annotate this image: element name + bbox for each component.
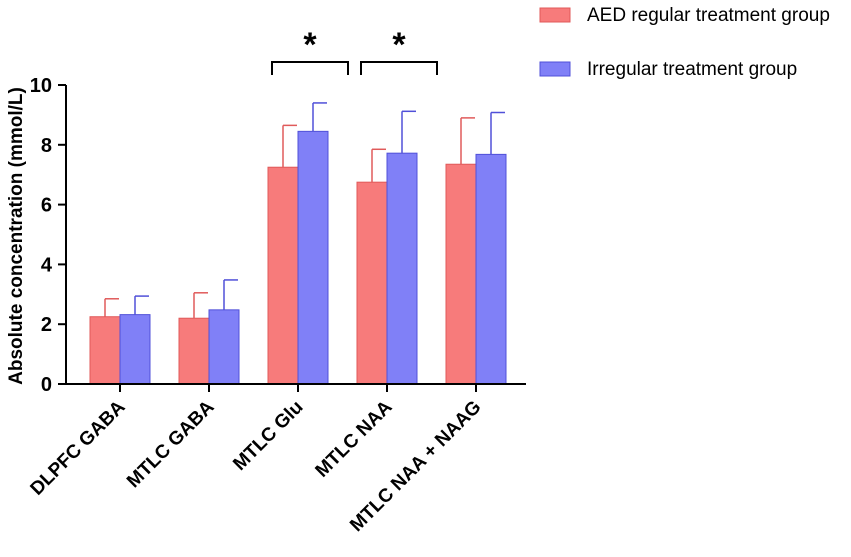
- bar-aed-regular: [178, 317, 210, 385]
- bar-irregular: [386, 152, 418, 385]
- category-label: DLPFC GABA: [27, 396, 130, 499]
- bar-aed-regular: [89, 316, 121, 385]
- category-label: MTLC NAA: [312, 396, 397, 481]
- bars-layer: [89, 130, 507, 385]
- y-tick-label: 8: [41, 135, 52, 157]
- error-bars-layer: [104, 102, 505, 319]
- y-tick-label: 6: [41, 195, 52, 217]
- legend-swatch-aed-regular: [539, 7, 571, 23]
- bar-irregular: [208, 309, 240, 385]
- significance-bracket: [271, 61, 349, 75]
- legend-label: AED regular treatment group: [587, 5, 830, 26]
- bar-aed-regular: [356, 181, 388, 385]
- legend-label: Irregular treatment group: [587, 59, 797, 80]
- bar-irregular: [119, 314, 151, 385]
- y-tick-label: 0: [41, 374, 52, 396]
- y-tick-label: 2: [41, 314, 52, 336]
- category-label: MTLC Glu: [229, 397, 307, 475]
- bar-aed-regular: [267, 166, 299, 385]
- legend: AED regular treatment group Irregular tre…: [539, 5, 830, 80]
- bar-irregular: [475, 153, 507, 385]
- category-label: MTLC GABA: [123, 396, 219, 492]
- y-axis-title: Absolute concentration (mmol/L): [6, 87, 27, 385]
- bar-aed-regular: [445, 163, 477, 385]
- axes-layer: 0 2 4 6 8 10: [30, 75, 526, 396]
- y-tick-label: 10: [30, 75, 52, 97]
- significance-bracket: [360, 61, 438, 75]
- y-tick-label: 4: [41, 254, 53, 276]
- significance-marker: *: [392, 26, 406, 64]
- legend-swatch-irregular: [539, 61, 571, 77]
- bar-irregular: [297, 130, 329, 385]
- significance-marker: *: [303, 26, 317, 64]
- significance-layer: * *: [271, 26, 438, 75]
